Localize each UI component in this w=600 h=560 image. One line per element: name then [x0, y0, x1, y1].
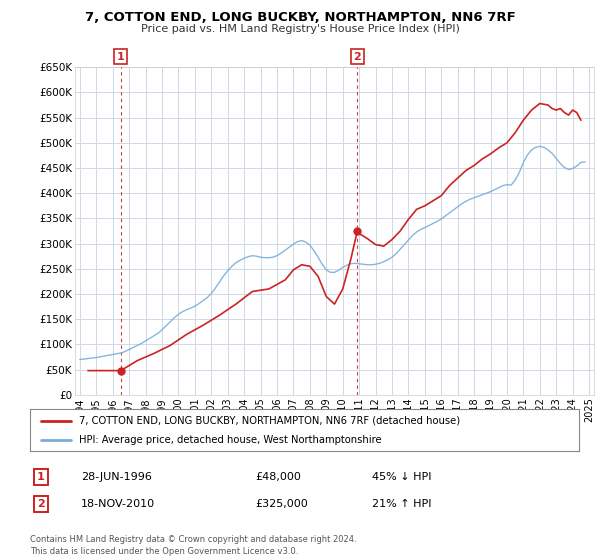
- Text: 7, COTTON END, LONG BUCKBY, NORTHAMPTON, NN6 7RF: 7, COTTON END, LONG BUCKBY, NORTHAMPTON,…: [85, 11, 515, 24]
- Text: 28-JUN-1996: 28-JUN-1996: [81, 472, 152, 482]
- Text: 21% ↑ HPI: 21% ↑ HPI: [372, 499, 431, 509]
- Text: £48,000: £48,000: [255, 472, 301, 482]
- Text: 7, COTTON END, LONG BUCKBY, NORTHAMPTON, NN6 7RF (detached house): 7, COTTON END, LONG BUCKBY, NORTHAMPTON,…: [79, 416, 461, 426]
- Text: 1: 1: [37, 472, 44, 482]
- Text: 2: 2: [353, 52, 361, 62]
- Text: HPI: Average price, detached house, West Northamptonshire: HPI: Average price, detached house, West…: [79, 435, 382, 445]
- Text: Price paid vs. HM Land Registry's House Price Index (HPI): Price paid vs. HM Land Registry's House …: [140, 24, 460, 34]
- Text: 2: 2: [37, 499, 44, 509]
- Text: Contains HM Land Registry data © Crown copyright and database right 2024.
This d: Contains HM Land Registry data © Crown c…: [30, 535, 356, 556]
- Text: 18-NOV-2010: 18-NOV-2010: [81, 499, 155, 509]
- Text: 45% ↓ HPI: 45% ↓ HPI: [372, 472, 431, 482]
- Text: 1: 1: [117, 52, 125, 62]
- Text: £325,000: £325,000: [255, 499, 308, 509]
